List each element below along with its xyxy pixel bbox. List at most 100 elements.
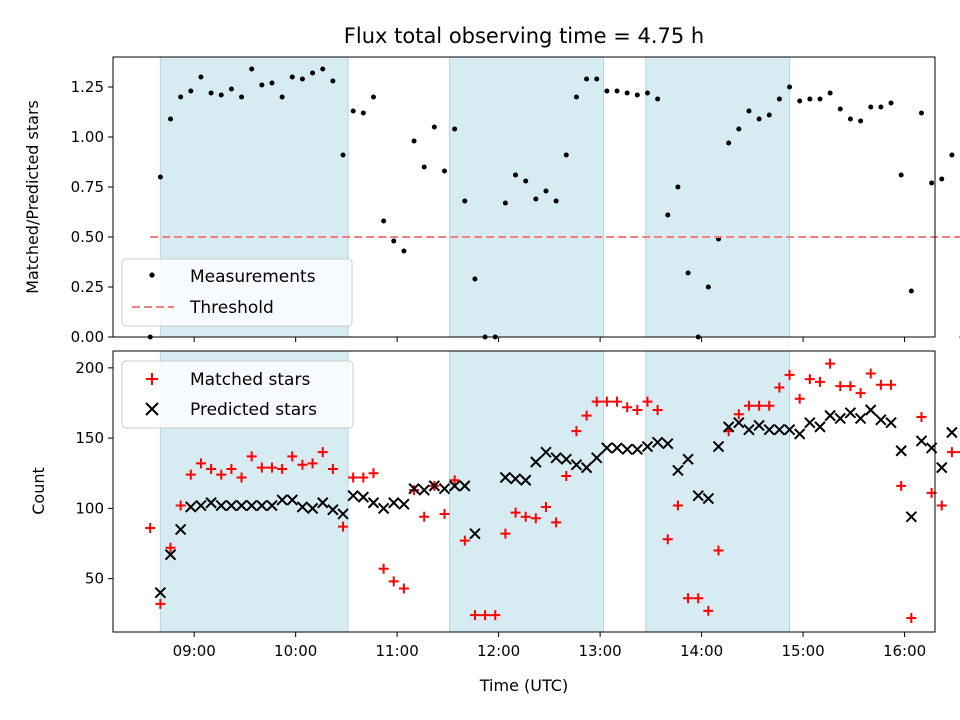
predicted-star-point xyxy=(692,490,704,502)
matched-star-point xyxy=(358,472,369,483)
measurement-point xyxy=(228,86,234,92)
predicted-star-point xyxy=(804,416,816,429)
bottom-y-axis-label: Count xyxy=(29,467,48,515)
predicted-star-point xyxy=(317,497,329,509)
matched-star-point xyxy=(855,388,866,399)
predicted-star-point xyxy=(205,497,217,509)
measurement-point xyxy=(340,152,346,158)
matched-star-point xyxy=(520,511,531,522)
measurement-point xyxy=(929,180,935,186)
measurement-point xyxy=(178,94,184,100)
predicted-star-point xyxy=(580,461,593,474)
predicted-star-point xyxy=(895,445,907,457)
bottom-y-ticks: 50 100 150 200 xyxy=(75,359,113,588)
predicted-star-point xyxy=(611,442,623,454)
matched-star-point xyxy=(510,507,521,518)
measurement-point xyxy=(279,94,285,100)
top-y-tick-label: 0.50 xyxy=(71,228,104,246)
matched-star-point xyxy=(145,523,156,534)
predicted-star-point xyxy=(865,404,877,416)
top-series xyxy=(147,66,960,340)
predicted-star-point xyxy=(286,494,298,506)
legend-measurements-label: Measurements xyxy=(190,267,316,287)
predicted-star-point xyxy=(824,409,836,422)
predicted-star-point xyxy=(591,452,603,464)
predicted-star-point xyxy=(215,499,227,512)
measurement-point xyxy=(634,92,640,98)
matched-star-point xyxy=(733,409,744,420)
measurement-point xyxy=(878,104,884,110)
matched-star-point xyxy=(865,368,876,379)
predicted-star-point xyxy=(367,497,380,509)
measurement-point xyxy=(939,176,945,182)
predicted-star-point xyxy=(154,586,167,599)
matched-star-point xyxy=(814,376,825,387)
predicted-star-point xyxy=(550,452,562,464)
measurement-point xyxy=(817,96,823,102)
measurement-point xyxy=(157,174,163,180)
predicted-star-point xyxy=(854,412,867,425)
measurement-point xyxy=(776,96,782,102)
bottom-shaded-interval-1 xyxy=(449,350,604,633)
matched-star-point xyxy=(338,521,349,532)
predicted-star-point xyxy=(560,453,572,465)
measurement-point xyxy=(665,212,671,218)
predicted-star-point xyxy=(174,523,187,536)
predicted-star-point xyxy=(540,446,552,458)
measurement-point xyxy=(401,248,407,254)
predicted-star-point xyxy=(601,442,613,454)
predicted-star-point xyxy=(793,428,806,440)
matched-star-point xyxy=(439,508,450,519)
x-tick-label: 14:00 xyxy=(680,642,723,660)
measurement-point xyxy=(868,104,874,110)
predicted-star-point xyxy=(306,502,319,515)
matched-star-point xyxy=(480,610,491,621)
predicted-star-point xyxy=(388,497,400,509)
matched-star-point xyxy=(368,468,379,479)
x-tick-label: 15:00 xyxy=(781,642,824,660)
bottom-shaded-interval-2 xyxy=(645,350,791,633)
matched-star-point xyxy=(571,426,582,437)
top-y-tick-label: 0.25 xyxy=(71,278,104,296)
matched-star-point xyxy=(622,402,633,413)
measurement-point xyxy=(168,116,174,122)
matched-star-point xyxy=(906,612,917,623)
measurement-point xyxy=(787,84,793,90)
matched-star-point xyxy=(561,471,572,482)
measurement-point xyxy=(452,126,458,132)
bottom-y-tick-label: 200 xyxy=(75,359,104,377)
measurement-point xyxy=(614,88,620,94)
measurement-point xyxy=(442,168,448,174)
measurement-point xyxy=(807,96,813,102)
measurement-point xyxy=(391,238,397,244)
measurement-point xyxy=(299,76,305,82)
top-y-tick-label: 0.00 xyxy=(71,328,104,346)
predicted-star-point xyxy=(398,498,410,510)
matched-star-point xyxy=(287,451,298,462)
predicted-star-point xyxy=(915,435,928,447)
matched-star-point xyxy=(317,447,328,458)
matched-star-point xyxy=(743,400,754,411)
predicted-star-point xyxy=(631,443,644,456)
measurement-point xyxy=(431,124,437,130)
matched-star-point xyxy=(469,610,480,621)
matched-star-point xyxy=(642,396,653,407)
measurement-point xyxy=(837,106,843,112)
legend-matched-marker xyxy=(146,373,158,385)
matched-star-point xyxy=(936,500,947,511)
predicted-star-point xyxy=(733,416,745,429)
predicted-star-point xyxy=(530,456,542,468)
matched-star-point xyxy=(419,511,430,522)
measurement-point xyxy=(756,116,762,122)
predicted-star-point xyxy=(256,499,268,512)
predicted-star-point xyxy=(743,423,755,436)
matched-star-point xyxy=(175,500,186,511)
matched-star-point xyxy=(612,396,623,407)
top-x-tick-marks xyxy=(193,337,906,342)
matched-star-point xyxy=(875,379,886,390)
measurement-point xyxy=(918,110,924,116)
x-tick-label: 13:00 xyxy=(578,642,621,660)
top-shaded-interval-2 xyxy=(645,56,791,338)
predicted-star-point xyxy=(773,423,786,436)
matched-star-point xyxy=(216,469,227,480)
